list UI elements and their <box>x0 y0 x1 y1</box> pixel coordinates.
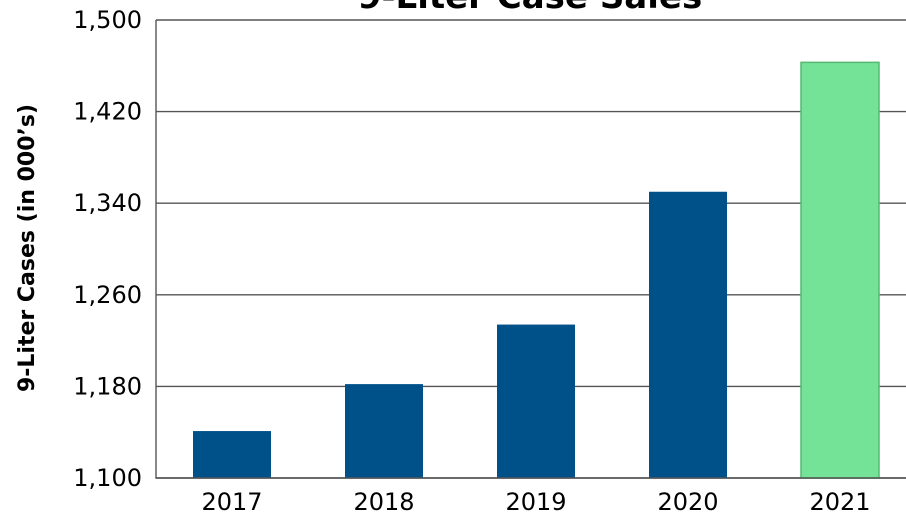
x-tick-label: 2020 <box>657 488 718 516</box>
y-tick-label: 1,100 <box>73 464 142 492</box>
y-tick-label: 1,500 <box>73 6 142 34</box>
y-tick-label: 1,260 <box>73 281 142 309</box>
bar-2017 <box>193 431 271 478</box>
x-tick-labels: 2017 2018 2019 2020 2021 <box>201 488 870 516</box>
y-axis-label: 9-Liter Cases (in 000’s) <box>15 104 40 392</box>
bars <box>193 61 880 479</box>
bar-2020 <box>649 191 727 478</box>
y-tick-labels: 1,100 1,180 1,260 1,340 1,420 1,500 <box>73 6 142 492</box>
y-tick-label: 1,180 <box>73 372 142 400</box>
chart-title: 9-Liter Case Sales <box>358 0 702 17</box>
bar-2018 <box>345 384 423 478</box>
bar-2021 <box>800 61 880 479</box>
x-tick-label: 2021 <box>809 488 870 516</box>
x-tick-label: 2019 <box>505 488 566 516</box>
x-tick-label: 2018 <box>353 488 414 516</box>
bar-2019 <box>497 324 575 478</box>
plot-frame <box>155 20 906 479</box>
x-tick-label: 2017 <box>201 488 262 516</box>
y-tick-label: 1,420 <box>73 98 142 126</box>
y-tick-label: 1,340 <box>73 189 142 217</box>
